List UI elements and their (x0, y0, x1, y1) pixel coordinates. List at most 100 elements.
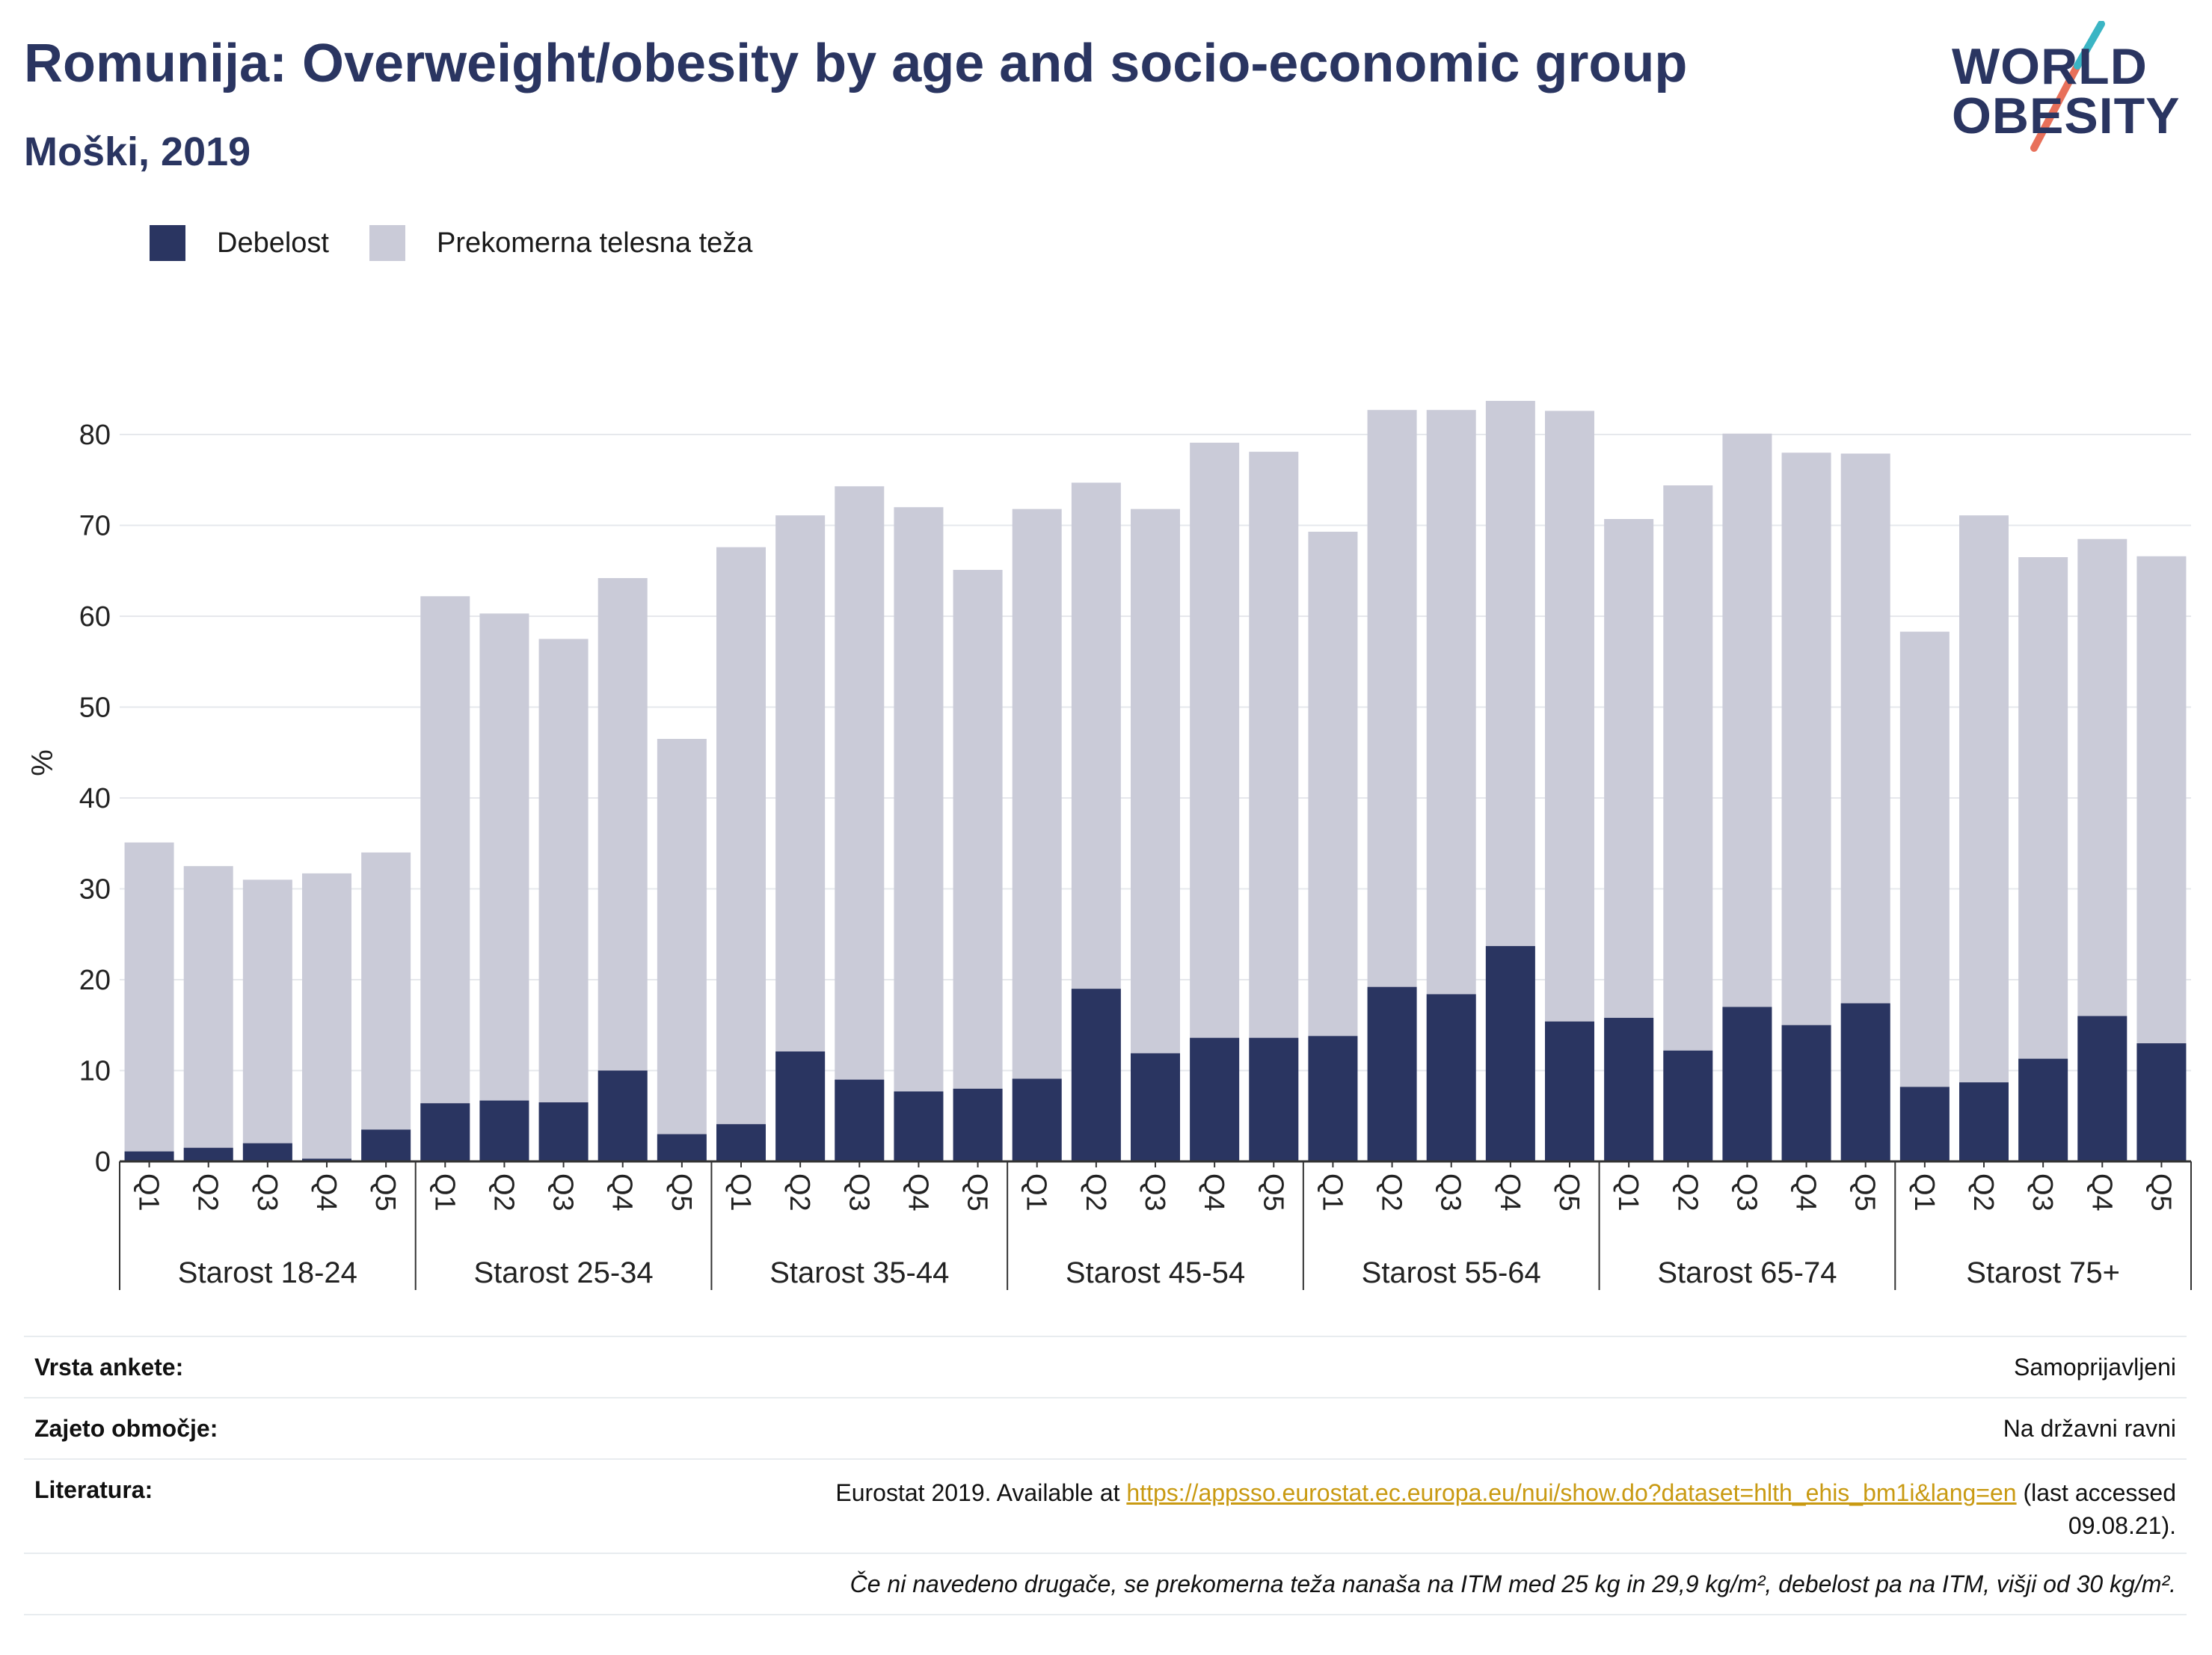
y-axis-label: % (26, 749, 59, 776)
x-tick-label: Q3 (547, 1173, 579, 1212)
y-tick-label: 30 (79, 874, 111, 906)
bar-overweight (302, 873, 351, 1161)
chart-subtitle: Moški, 2019 (24, 129, 251, 174)
survey-type-value: Samoprijavljeni (2014, 1354, 2176, 1381)
x-tick-label: Q5 (2145, 1173, 2176, 1212)
x-tick-label: Q1 (428, 1173, 460, 1212)
x-tick-label: Q1 (133, 1173, 165, 1212)
bar-obesity (242, 1143, 292, 1161)
bar-overweight (835, 486, 885, 1161)
x-tick-label: Q3 (1730, 1173, 1762, 1212)
x-tick-label: Q2 (1080, 1173, 1111, 1212)
x-tick-label: Q1 (1021, 1173, 1052, 1212)
literature-label: Literatura: (34, 1476, 153, 1503)
bar-obesity (1899, 1087, 1950, 1161)
bar-obesity (2077, 1016, 2127, 1161)
x-tick-label: Q3 (251, 1173, 283, 1212)
literature-prefix: Eurostat 2019. Available at (835, 1479, 1127, 1506)
bar-overweight (657, 739, 707, 1161)
x-tick-label: Q2 (488, 1173, 519, 1212)
x-tick-label: Q1 (1316, 1173, 1348, 1212)
bar-overweight (953, 570, 1003, 1161)
bar-overweight (479, 613, 529, 1161)
x-tick-label: Q4 (1494, 1173, 1526, 1212)
coverage-value: Na državni ravni (2003, 1415, 2176, 1442)
bmi-definition-note: Če ni navedeno drugače, se prekomerna te… (850, 1570, 2176, 1597)
literature-value: Eurostat 2019. Available at https://apps… (835, 1476, 2176, 1542)
group-label: Starost 75+ (1966, 1256, 2120, 1289)
literature-suffix: (last accessed (2016, 1479, 2176, 1506)
legend-swatch-overweight (369, 225, 405, 261)
bar-obesity (1190, 1037, 1240, 1161)
bar-overweight (716, 547, 766, 1161)
bar-obesity (361, 1129, 411, 1161)
bar-obesity (1959, 1082, 2009, 1161)
literature-link[interactable]: https://appsso.eurostat.ec.europa.eu/nui… (1126, 1479, 2017, 1506)
group-label: Starost 35-44 (769, 1256, 949, 1289)
bar-obesity (775, 1051, 826, 1161)
bar-obesity (2136, 1043, 2187, 1161)
bar-overweight (361, 852, 411, 1161)
bar-obesity (1485, 946, 1535, 1161)
bar-overweight (1899, 631, 1950, 1161)
bar-obesity (2018, 1058, 2068, 1161)
y-tick-label: 80 (79, 420, 111, 451)
x-tick-label: Q4 (310, 1173, 342, 1212)
x-tick-label: Q4 (1198, 1173, 1229, 1212)
logo-slash-icon (2030, 21, 2105, 152)
group-label: Starost 25-34 (474, 1256, 654, 1289)
bar-obesity (1012, 1078, 1062, 1161)
x-tick-label: Q3 (2027, 1173, 2058, 1212)
logo-text-world: WORLD (1952, 38, 2148, 95)
bar-obesity (124, 1151, 174, 1161)
bar-overweight (1012, 509, 1062, 1161)
bar-obesity (1071, 989, 1121, 1161)
bar-obesity (1367, 986, 1417, 1161)
world-obesity-logo: WORLD OBESITY (1952, 21, 2199, 159)
bar-obesity (894, 1091, 944, 1161)
x-tick-label: Q4 (1790, 1173, 1822, 1212)
x-tick-label: Q5 (369, 1173, 401, 1212)
bar-obesity (420, 1103, 470, 1161)
x-tick-label: Q4 (902, 1173, 933, 1212)
group-label: Starost 45-54 (1066, 1256, 1245, 1289)
bar-overweight (420, 596, 470, 1161)
x-tick-label: Q2 (1671, 1173, 1703, 1212)
x-tick-label: Q1 (725, 1173, 756, 1212)
bar-obesity (1663, 1050, 1713, 1161)
legend-label-obesity: Debelost (217, 227, 329, 259)
x-tick-label: Q4 (2086, 1173, 2117, 1212)
bar-overweight (1663, 485, 1713, 1161)
bar-overweight (183, 866, 233, 1161)
bar-obesity (835, 1079, 885, 1161)
x-tick-label: Q5 (666, 1173, 697, 1212)
bar-obesity (953, 1088, 1003, 1161)
bar-obesity (1249, 1037, 1299, 1161)
y-tick-label: 50 (79, 693, 111, 724)
bar-obesity (1426, 994, 1476, 1161)
bar-obesity (1722, 1007, 1772, 1161)
x-tick-label: Q5 (962, 1173, 993, 1212)
bar-obesity (538, 1102, 589, 1161)
footer-divider (24, 1614, 2187, 1615)
footer-divider (24, 1553, 2187, 1554)
bar-overweight (538, 639, 589, 1161)
survey-type-label: Vrsta ankete: (34, 1354, 184, 1381)
x-tick-label: Q2 (1967, 1173, 1999, 1212)
bar-chart: 0 10 20 30 40 50 60 70 80% Q1 Q2 Q3 Q4 Q5 Q1 Q2 Q3 Q4 Q5 Q1… (26, 401, 2192, 1290)
y-tick-label: 60 (79, 601, 111, 633)
x-tick-label: Q5 (1257, 1173, 1288, 1212)
chart-legend: Debelost Prekomerna telesna teža (150, 224, 793, 262)
y-tick-label: 40 (79, 783, 111, 814)
x-tick-label: Q1 (1908, 1173, 1940, 1212)
bar-obesity (716, 1124, 766, 1161)
bar-obesity (1545, 1021, 1594, 1161)
legend-item-overweight: Prekomerna telesna teža (369, 225, 752, 261)
x-tick-label: Q3 (1435, 1173, 1466, 1212)
coverage-label: Zajeto območje: (34, 1415, 218, 1442)
footer-divider (24, 1336, 2187, 1337)
x-tick-label: Q5 (1849, 1173, 1881, 1212)
bar-obesity (1840, 1003, 1890, 1161)
group-label: Starost 18-24 (178, 1256, 357, 1289)
bar-obesity (1604, 1018, 1654, 1161)
